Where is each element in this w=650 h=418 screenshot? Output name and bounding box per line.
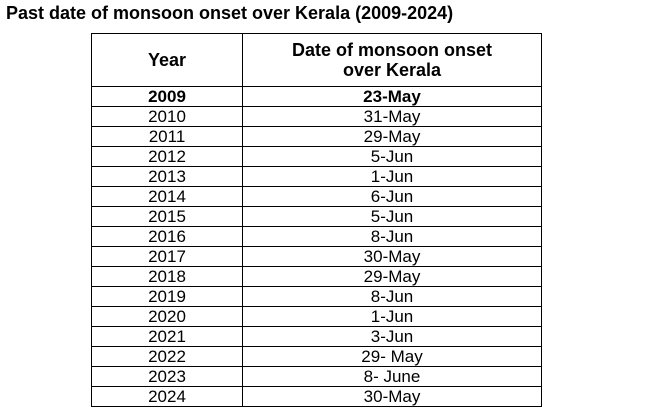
year-cell: 2009 xyxy=(91,86,243,107)
year-cell: 2020 xyxy=(91,306,243,327)
table-row: 2021 3-Jun xyxy=(91,326,542,347)
table-row: 2016 8-Jun xyxy=(91,226,542,247)
onset-date-cell: 8- June xyxy=(242,366,542,387)
onset-date-cell: 31-May xyxy=(242,106,542,127)
table-row: 2017 30-May xyxy=(91,246,542,267)
year-cell: 2014 xyxy=(91,186,243,207)
table-header-row: Year Date of monsoon onset over Kerala xyxy=(91,33,542,87)
table-row: 2013 1-Jun xyxy=(91,166,542,187)
year-cell: 2010 xyxy=(91,106,243,127)
monsoon-onset-table: Year Date of monsoon onset over Kerala 2… xyxy=(91,33,542,407)
year-cell: 2023 xyxy=(91,366,243,387)
year-header-label: Year xyxy=(147,50,187,70)
date-header-line-1: Date of monsoon onset xyxy=(291,40,492,60)
onset-date-cell: 3-Jun xyxy=(242,326,542,347)
onset-date-cell: 8-Jun xyxy=(242,286,542,307)
table-row: 2010 31-May xyxy=(91,106,542,127)
table-row: 2022 29- May xyxy=(91,346,542,367)
onset-date-cell: 29- May xyxy=(242,346,542,367)
onset-date-cell: 30-May xyxy=(242,246,542,267)
onset-date-cell: 5-Jun xyxy=(242,206,542,227)
table-row: 2011 29-May xyxy=(91,126,542,147)
onset-date-cell: 1-Jun xyxy=(242,306,542,327)
year-cell: 2017 xyxy=(91,246,243,267)
table-row: 2020 1-Jun xyxy=(91,306,542,327)
year-cell: 2019 xyxy=(91,286,243,307)
page-title: Past date of monsoon onset over Kerala (… xyxy=(6,3,454,23)
onset-date-cell: 8-Jun xyxy=(242,226,542,247)
onset-date-cell: 5-Jun xyxy=(242,146,542,167)
year-cell: 2024 xyxy=(91,386,243,407)
table-row: 2014 6-Jun xyxy=(91,186,542,207)
year-cell: 2018 xyxy=(91,266,243,287)
table-row: 2024 30-May xyxy=(91,386,542,407)
onset-date-cell: 23-May xyxy=(242,86,542,107)
onset-date-cell: 30-May xyxy=(242,386,542,407)
table-row: 2009 23-May xyxy=(91,86,542,107)
year-column-header: Year xyxy=(91,33,243,87)
date-column-header: Date of monsoon onset over Kerala xyxy=(242,33,542,87)
onset-date-cell: 29-May xyxy=(242,126,542,147)
onset-date-cell: 29-May xyxy=(242,266,542,287)
year-cell: 2012 xyxy=(91,146,243,167)
table-row: 2019 8-Jun xyxy=(91,286,542,307)
onset-date-cell: 6-Jun xyxy=(242,186,542,207)
table-row: 2018 29-May xyxy=(91,266,542,287)
year-cell: 2013 xyxy=(91,166,243,187)
year-cell: 2015 xyxy=(91,206,243,227)
year-cell: 2021 xyxy=(91,326,243,347)
year-cell: 2011 xyxy=(91,126,243,147)
onset-date-cell: 1-Jun xyxy=(242,166,542,187)
table-row: 2012 5-Jun xyxy=(91,146,542,167)
year-cell: 2022 xyxy=(91,346,243,367)
table-row: 2015 5-Jun xyxy=(91,206,542,227)
table-row: 2023 8- June xyxy=(91,366,542,387)
date-header-line-2: over Kerala xyxy=(342,60,442,80)
year-cell: 2016 xyxy=(91,226,243,247)
